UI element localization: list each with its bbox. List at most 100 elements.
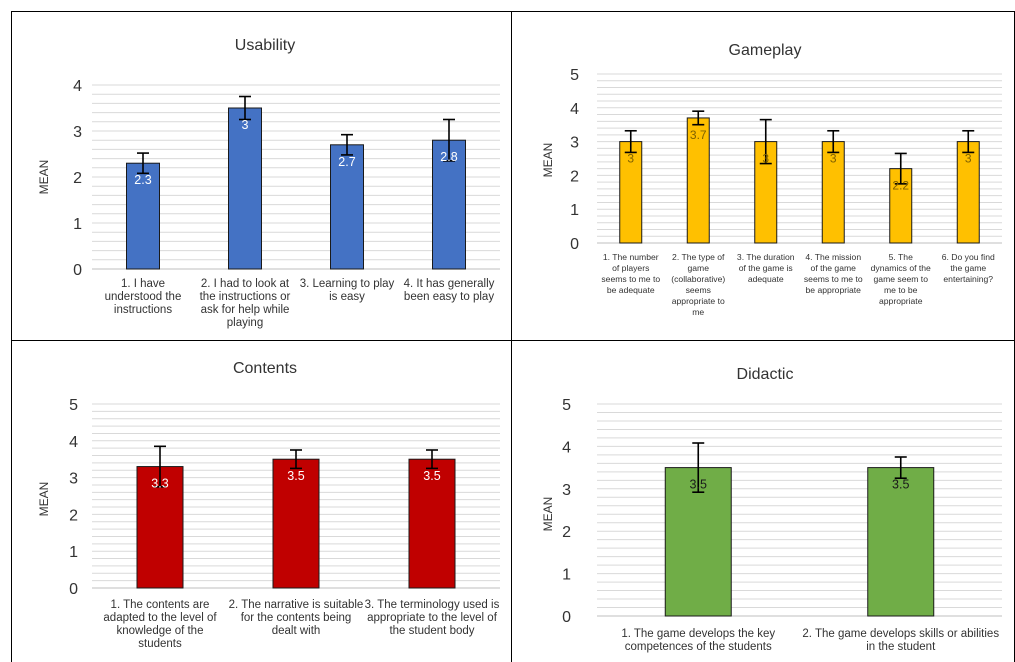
- y-tick-label: 2: [562, 524, 571, 541]
- category-label-line: be adequate: [607, 285, 655, 295]
- category-label-line: students: [138, 638, 182, 650]
- chart-panel-contents: Contents MEAN 0 1 2 3 4 5 3.3 1. The contents are…: [11, 340, 512, 662]
- category-label: 3. Learning to play is easy: [300, 278, 395, 303]
- category-label: 2. The game develops skills or abilities…: [802, 628, 999, 653]
- category-label-line: me to be: [884, 285, 918, 295]
- category-label: 2. I had to look at the instructions or as…: [200, 278, 291, 329]
- data-label: 2.3: [134, 173, 151, 187]
- chart-title: Gameplay: [729, 42, 802, 59]
- y-axis-label: MEAN: [541, 497, 555, 532]
- category-label-line: be appropriate: [806, 285, 862, 295]
- chart-didactic: Didactic MEAN 0 1 2 3 4 5 3.5 1. The game develop…: [541, 366, 1002, 653]
- category-label: 1. The game develops the key competences …: [621, 628, 775, 653]
- category-label-line: game seem to: [874, 274, 929, 284]
- data-label: 3.5: [892, 478, 909, 492]
- category-label-line: seems to me to: [804, 274, 863, 284]
- category-label-line: 4. The mission: [805, 252, 861, 262]
- data-label: 2.8: [440, 150, 457, 164]
- category-label-line: in the student: [866, 641, 936, 653]
- category-label: 3. The terminology used is appropriate to…: [365, 599, 500, 637]
- chart-panel-usability: Usability MEAN 0 1 2 3 4 2.3 1. I have understood…: [11, 11, 512, 341]
- bar: [228, 107, 262, 270]
- category-label: 5. The dynamics of the game seem to me to b…: [871, 252, 931, 306]
- category-label-line: knowledge of the: [117, 625, 204, 637]
- category-label-line: the instructions or: [200, 291, 291, 303]
- data-label: 3.7: [690, 128, 707, 142]
- y-tick-label: 2: [69, 507, 78, 524]
- y-tick-label: 0: [570, 236, 579, 253]
- category-label-line: me: [692, 307, 704, 317]
- data-label: 3: [242, 118, 249, 132]
- y-axis-label: MEAN: [541, 143, 555, 178]
- category-label-line: 4. It has generally: [404, 278, 495, 290]
- y-tick-label: 0: [73, 262, 82, 279]
- category-label: 4. It has generally been easy to play: [404, 278, 495, 303]
- category-label-line: entertaining?: [943, 274, 993, 284]
- category-label-line: 3. Learning to play: [300, 278, 395, 290]
- category-label-line: the game: [950, 263, 986, 273]
- category-label-line: of players: [612, 263, 649, 273]
- category-label: 1. The number of players seems to me to be …: [601, 252, 660, 295]
- category-label-line: 3. The duration: [737, 252, 795, 262]
- category-label: 1. I have understood the instructions: [105, 278, 182, 316]
- category-label-line: 2. I had to look at: [201, 278, 290, 290]
- data-label: 3.5: [287, 469, 304, 483]
- bar: [272, 458, 320, 589]
- y-tick-label: 4: [562, 439, 571, 456]
- data-label: 3.3: [151, 477, 168, 491]
- bar: [867, 467, 935, 617]
- category-label-line: of the game is: [739, 263, 793, 273]
- category-label-line: seems: [686, 285, 711, 295]
- chart-usability: Usability MEAN 0 1 2 3 4 2.3 1. I have understood…: [37, 37, 500, 329]
- chart-gameplay: Gameplay MEAN 0 1 2 3 4 5 3 1. The number of playe…: [541, 42, 1002, 317]
- bar: [330, 144, 364, 270]
- category-label-line: is easy: [329, 291, 365, 303]
- category-label-line: 2. The narrative is suitable: [229, 599, 364, 611]
- data-label: 3: [830, 152, 837, 166]
- category-label-line: appropriate: [879, 296, 923, 306]
- data-label: 3: [627, 152, 634, 166]
- data-label: 2.2: [892, 179, 909, 193]
- data-label: 3.5: [690, 478, 707, 492]
- data-label: 3: [762, 152, 769, 166]
- y-axis-label: MEAN: [37, 482, 51, 517]
- y-tick-label: 1: [73, 216, 82, 233]
- chart-panel-gameplay: Gameplay MEAN 0 1 2 3 4 5 3 1. The number of playe…: [511, 11, 1015, 341]
- y-tick-label: 0: [69, 581, 78, 598]
- category-label-line: seems to me to: [601, 274, 660, 284]
- category-label-line: competences of the students: [625, 641, 772, 653]
- category-label-line: 2. The type of: [672, 252, 725, 262]
- chart-contents: Contents MEAN 0 1 2 3 4 5 3.3 1. The contents are…: [37, 360, 500, 650]
- category-label: 4. The mission of the game seems to me to b…: [804, 252, 863, 295]
- y-axis-label: MEAN: [37, 160, 51, 195]
- category-label-line: 3. The terminology used is: [365, 599, 500, 611]
- category-label-line: 1. The number: [603, 252, 659, 262]
- chart-panel-didactic: Didactic MEAN 0 1 2 3 4 5 3.5 1. The game develop…: [511, 340, 1015, 662]
- category-label-line: the student body: [389, 625, 474, 637]
- chart-title: Contents: [233, 360, 297, 377]
- category-label-line: appropriate to: [672, 296, 725, 306]
- category-label-line: understood the: [105, 291, 182, 303]
- y-tick-label: 3: [73, 124, 82, 141]
- category-label-line: been easy to play: [404, 291, 494, 303]
- y-tick-label: 3: [562, 482, 571, 499]
- category-label: 6. Do you find the game entertaining?: [942, 252, 995, 284]
- category-label: 2. The type of game (collaborative) seems ap…: [671, 252, 725, 317]
- chart-title: Didactic: [737, 366, 794, 383]
- category-label-line: 1. The contents are: [111, 599, 210, 611]
- y-tick-label: 2: [73, 170, 82, 187]
- category-label-line: of the game: [811, 263, 857, 273]
- category-label: 3. The duration of the game is adequate: [737, 252, 795, 284]
- y-tick-label: 1: [562, 567, 571, 584]
- y-tick-label: 5: [570, 67, 579, 84]
- y-tick-label: 1: [69, 544, 78, 561]
- data-label: 2.7: [338, 155, 355, 169]
- category-label-line: playing: [227, 317, 263, 329]
- category-label-line: adapted to the level of: [103, 612, 217, 624]
- category-label-line: for the contents being: [241, 612, 352, 624]
- category-label-line: instructions: [114, 304, 172, 316]
- category-label: 1. The contents are adapted to the level …: [103, 599, 217, 650]
- category-label-line: (collaborative): [671, 274, 725, 284]
- y-tick-label: 0: [562, 609, 571, 626]
- y-tick-label: 5: [562, 397, 571, 414]
